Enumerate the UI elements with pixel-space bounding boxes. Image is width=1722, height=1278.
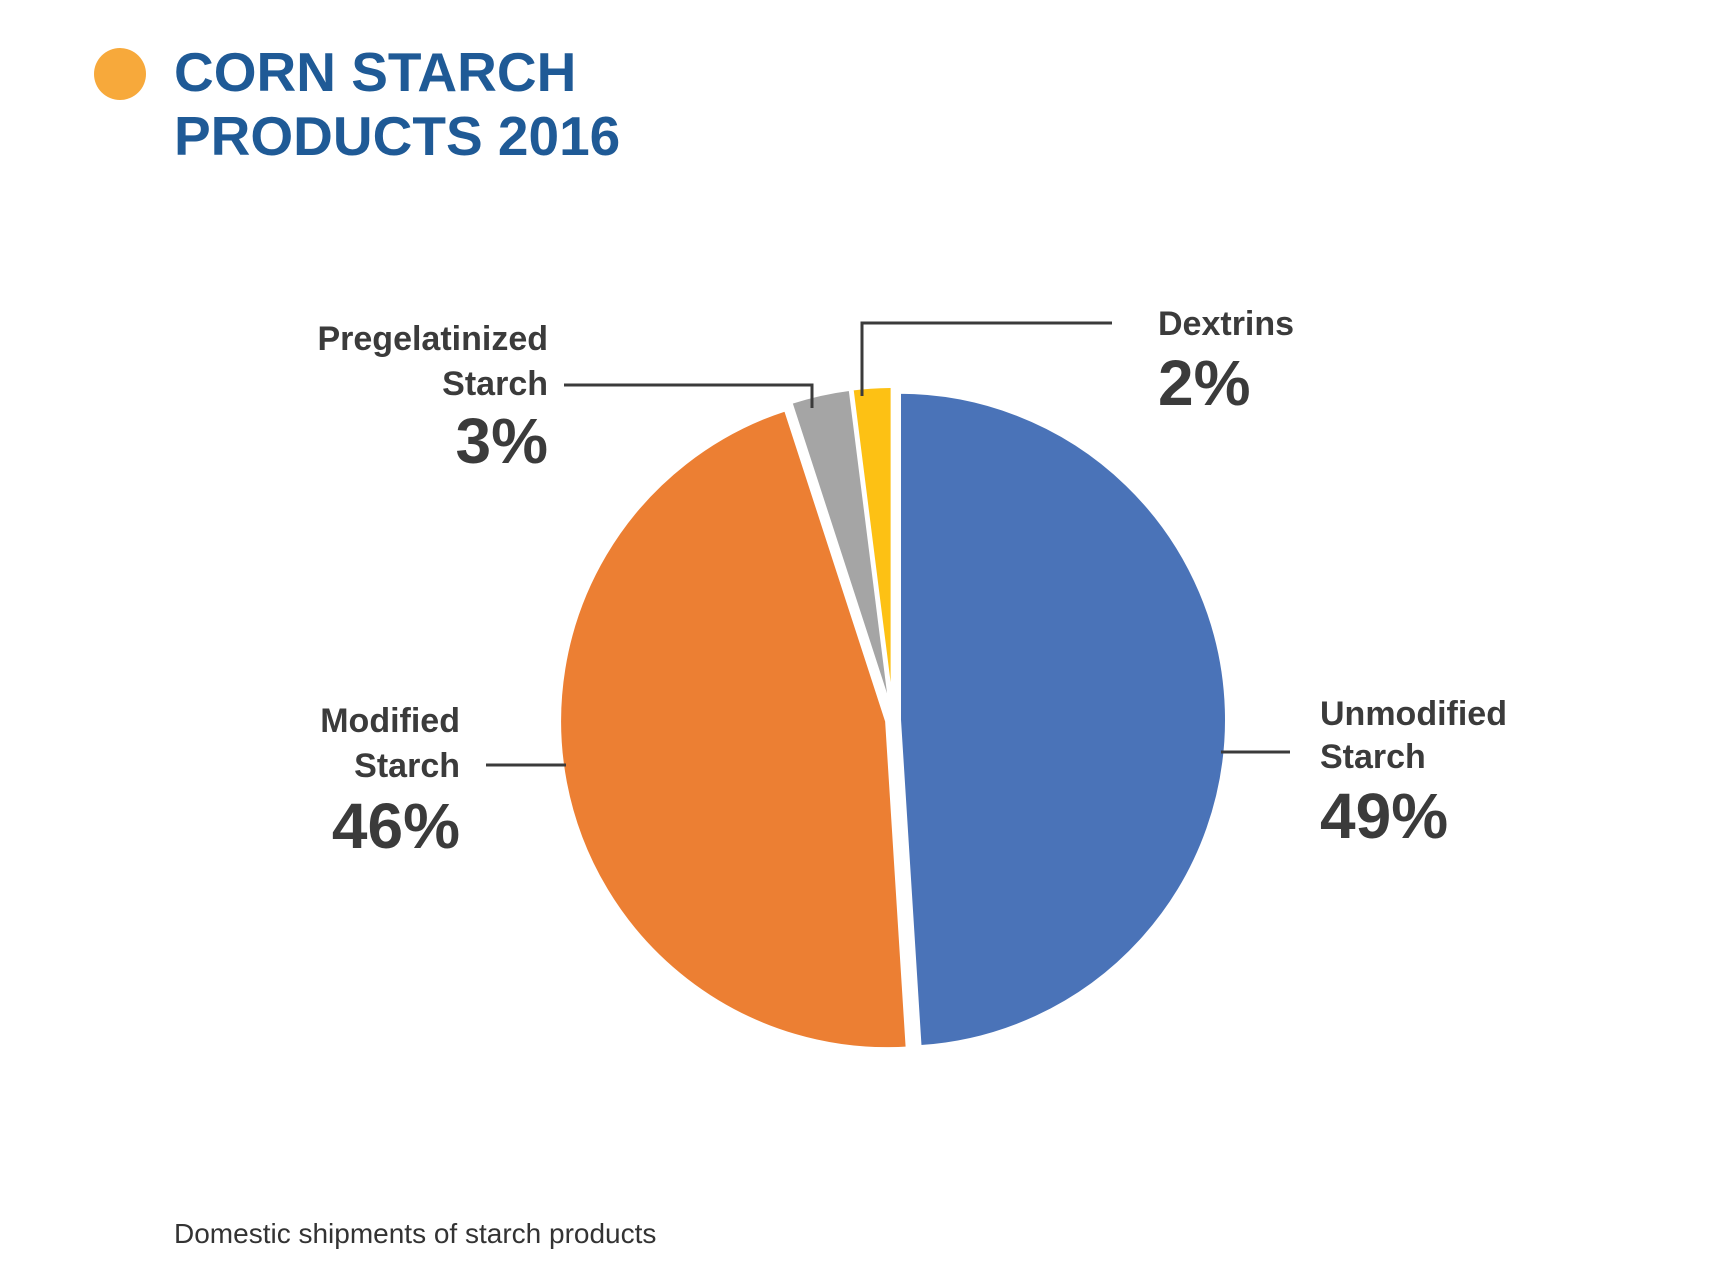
slice-label-pregelatinized-value: 3% bbox=[456, 405, 549, 477]
chart-title-line-2: PRODUCTS 2016 bbox=[174, 105, 621, 167]
slice-label-modified-name-2: Starch bbox=[354, 747, 460, 785]
slice-label-unmodified-value: 49% bbox=[1320, 780, 1448, 852]
title-dot bbox=[94, 48, 146, 100]
slice-label-modified-value: 46% bbox=[332, 790, 460, 862]
chart-title: CORN STARCH PRODUCTS 2016 bbox=[174, 40, 620, 168]
slice-label-pregelatinized-name-2: Starch bbox=[442, 365, 548, 403]
leader-lines bbox=[486, 321, 1290, 767]
leader-line-pregelatinized bbox=[564, 383, 814, 408]
pie-slice-dextrins bbox=[849, 384, 895, 717]
slice-label-unmodified-name-2: Starch bbox=[1320, 738, 1426, 776]
pie-slices bbox=[557, 384, 1229, 1052]
slice-label-unmodified-name-1: Unmodified bbox=[1320, 695, 1507, 733]
slice-label-dextrins-name: Dextrins bbox=[1158, 305, 1294, 343]
slice-label-dextrins-value: 2% bbox=[1158, 347, 1251, 419]
leader-line-dextrins bbox=[860, 321, 1112, 396]
footnote: Domestic shipments of starch products bbox=[174, 1218, 657, 1249]
slice-label-pregelatinized-name-1: Pregelatinized bbox=[317, 320, 548, 358]
slice-label-modified-name-1: Modified bbox=[320, 702, 460, 740]
chart-title-line-1: CORN STARCH bbox=[174, 41, 577, 103]
pie-slice-unmodified-starch bbox=[897, 389, 1229, 1050]
pie-slice-modified-starch bbox=[557, 407, 910, 1052]
